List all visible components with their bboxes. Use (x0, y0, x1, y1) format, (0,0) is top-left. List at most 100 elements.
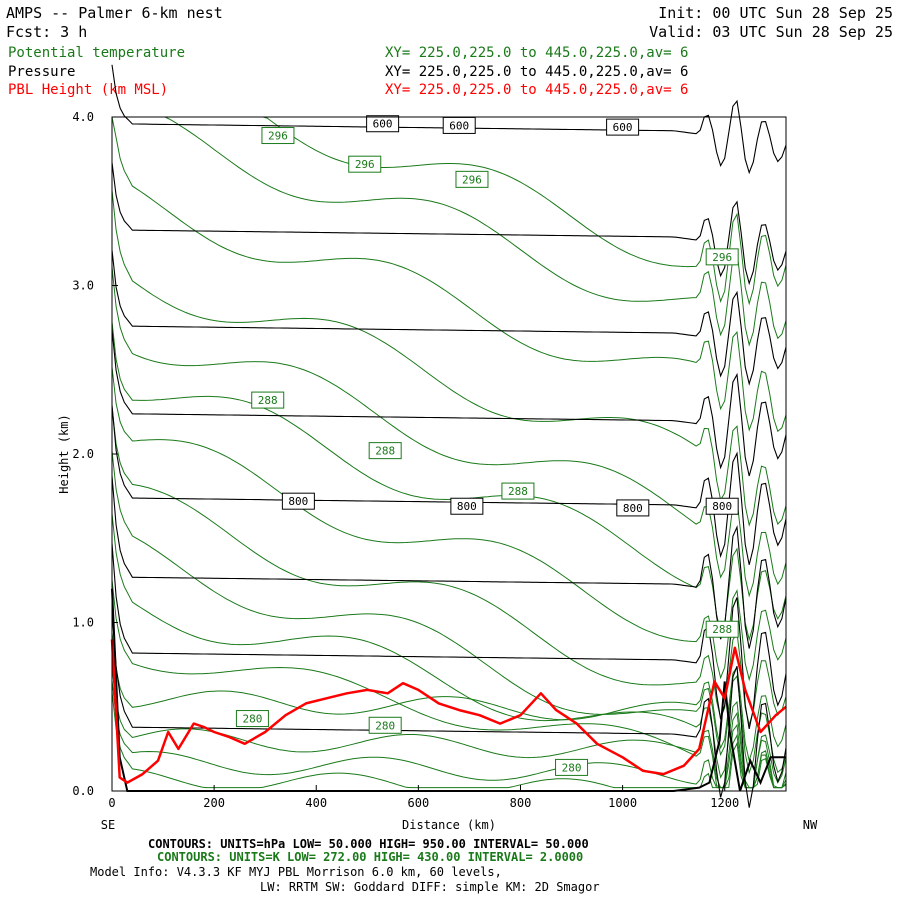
pressure-label-text: 600 (449, 119, 469, 132)
footer-physics-info: LW: RRTM SW: Goddard DIFF: simple KM: 2D… (260, 880, 600, 894)
x-tick-label: 0 (108, 796, 115, 810)
theta-contour (111, 579, 787, 789)
terrain-profile (111, 588, 786, 792)
footer-model-info: Model Info: V4.3.3 KF MYJ PBL Morrison 6… (90, 865, 502, 879)
y-tick-label: 0.0 (72, 784, 94, 798)
theta-label-box (235, 710, 269, 728)
theta-label: 288 (705, 620, 739, 638)
field-xy-theta: XY= 225.0,225.0 to 445.0,225.0,av= 6 (385, 45, 688, 61)
pressure-label-text: 800 (457, 500, 477, 513)
pressure-label-box (616, 499, 650, 517)
pressure-label: 600 (442, 116, 476, 134)
theta-contours (111, 116, 787, 789)
init-time: Init: 00 UTC Sun 28 Sep 25 (658, 4, 893, 22)
theta-label-box (705, 248, 739, 266)
pressure-label: 800 (616, 499, 650, 517)
pressure-label: 600 (606, 118, 640, 136)
theta-label: 288 (501, 482, 535, 500)
y-axis-label: Height (km) (57, 414, 71, 493)
theta-contour (111, 406, 787, 727)
theta-label-box (555, 758, 589, 776)
field-xy-pbl: XY= 225.0,225.0 to 445.0,225.0,av= 6 (385, 82, 688, 98)
theta-label-box (251, 391, 285, 409)
pressure-contour (111, 162, 787, 286)
theta-label-text: 288 (508, 485, 528, 498)
x-end-label-right: NW (803, 818, 818, 832)
theta-label: 296 (348, 155, 382, 173)
y-tick-label: 2.0 (72, 447, 94, 461)
field-name-pbl: PBL Height (km MSL) (8, 82, 168, 98)
pressure-label-box (450, 497, 484, 515)
axes: 0 200 400 600 800 1000 1200 0.0 1.0 2.0 3.0 4.0 (72, 110, 739, 810)
theta-label-text: 288 (258, 394, 278, 407)
theta-label-text: 280 (375, 719, 395, 732)
chart-title: AMPS -- Palmer 6-km nest (6, 4, 223, 22)
x-axis-label: Distance (km) (402, 818, 496, 832)
pressure-contour (111, 405, 787, 565)
theta-label-box (261, 127, 295, 145)
pressure-contour (111, 250, 787, 386)
pressure-contour (111, 475, 787, 649)
pressure-contour (111, 543, 787, 730)
theta-contour (111, 321, 787, 642)
theta-label: 280 (368, 716, 402, 734)
theta-contour (111, 680, 787, 789)
pressure-contour (111, 608, 787, 808)
pressure-label-box (705, 497, 739, 515)
theta-contour (111, 691, 787, 789)
pressure-label-text: 600 (373, 118, 393, 131)
pressure-label: 800 (281, 492, 315, 510)
footer-pressure-contours: CONTOURS: UNITS=hPa LOW= 50.000 HIGH= 95… (148, 837, 589, 851)
pressure-label: 800 (705, 497, 739, 515)
theta-contour (111, 189, 787, 527)
pressure-contour (111, 329, 787, 477)
theta-label-box (368, 442, 402, 460)
theta-label-text: 280 (562, 761, 582, 774)
theta-label-box (705, 620, 739, 638)
theta-contour (111, 513, 787, 789)
x-tick-label: 1000 (608, 796, 637, 810)
y-tick-label: 1.0 (72, 616, 94, 630)
theta-contour (111, 366, 787, 682)
theta-label: 280 (235, 710, 269, 728)
theta-contour (111, 632, 787, 763)
pressure-label: 800 (450, 497, 484, 515)
pressure-label-text: 800 (712, 500, 732, 513)
field-name-pressure: Pressure (8, 64, 75, 80)
x-tick-label: 1200 (710, 796, 739, 810)
field-xy-pressure: XY= 225.0,225.0 to 445.0,225.0,av= 6 (385, 64, 688, 80)
x-tick-label: 200 (203, 796, 225, 810)
theta-label-text: 296 (268, 130, 288, 143)
pbl-height-line (110, 639, 787, 784)
x-end-label-left: SE (101, 818, 115, 832)
theta-contour (111, 116, 787, 433)
theta-label: 288 (251, 391, 285, 409)
contour-labels: 600 600 600 800 800 800 800 296 296 296 296 288 288 2… (235, 115, 739, 776)
theta-contour (112, 116, 787, 347)
field-legend: Potential temperature XY= 225.0,225.0 to… (8, 45, 688, 98)
y-tick-label: 4.0 (72, 110, 94, 124)
theta-contour (111, 450, 787, 775)
theta-label-text: 288 (712, 623, 732, 636)
theta-label-box (368, 716, 402, 734)
theta-label-box (348, 155, 382, 173)
x-tick-label: 600 (408, 796, 430, 810)
pressure-label: 600 (366, 115, 400, 133)
pressure-label-text: 600 (613, 121, 633, 134)
theta-label: 296 (261, 127, 295, 145)
forecast-hour: Fcst: 3 h (6, 23, 87, 41)
theta-contour (111, 666, 787, 789)
pressure-label-text: 800 (623, 502, 643, 515)
pressure-label-box (281, 492, 315, 510)
theta-label: 280 (555, 758, 589, 776)
y-tick-label: 3.0 (72, 279, 94, 293)
plot-frame (111, 116, 787, 792)
theta-label: 288 (368, 442, 402, 460)
x-tick-label: 400 (305, 796, 327, 810)
terrain-line (111, 588, 786, 792)
pressure-label-box (606, 118, 640, 136)
theta-label-text: 288 (375, 445, 395, 458)
theta-contour (112, 116, 787, 306)
theta-label-box (501, 482, 535, 500)
